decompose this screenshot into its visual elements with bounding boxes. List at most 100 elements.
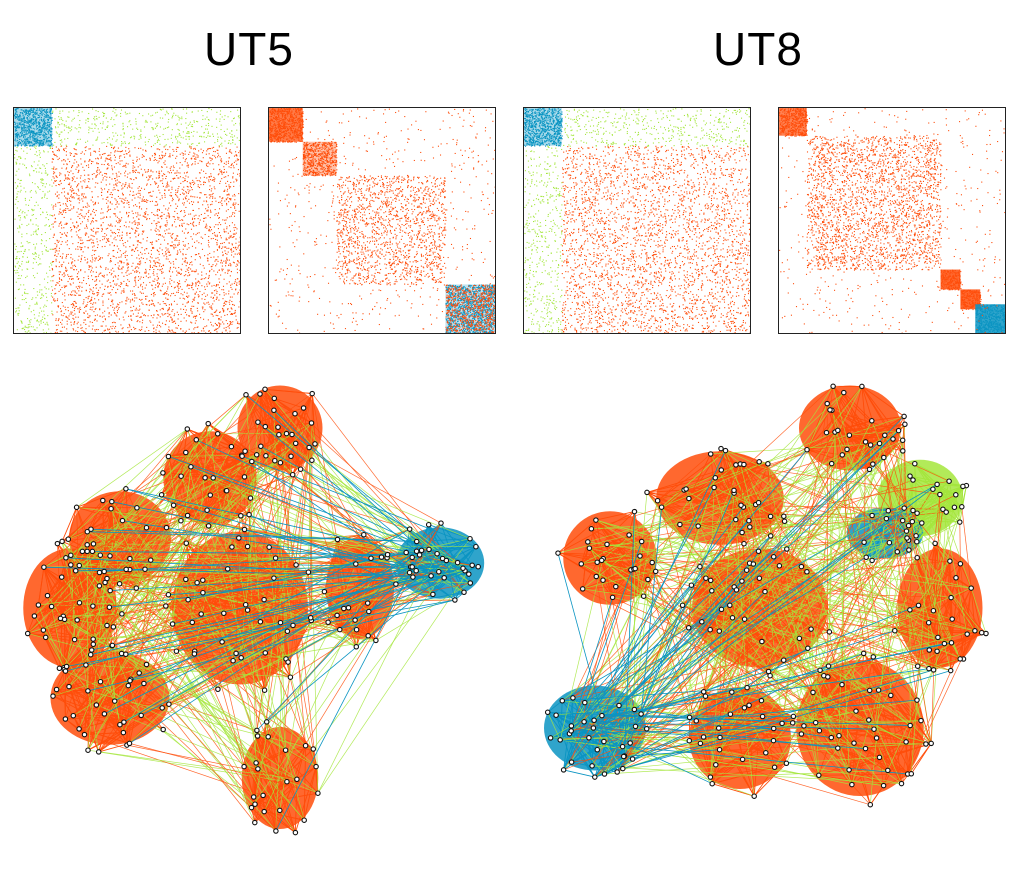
- node-circle-icon: [116, 581, 123, 587]
- node-circle-icon: [707, 451, 714, 457]
- node-circle-icon: [925, 619, 932, 626]
- node-circle-icon: [262, 650, 269, 656]
- node-circle-icon: [741, 616, 748, 622]
- node-circle-icon: [62, 716, 69, 722]
- node-circle-icon: [65, 536, 72, 542]
- node-circle-icon: [570, 695, 576, 701]
- node-circle-icon: [297, 466, 304, 472]
- node-circle-icon: [56, 665, 63, 672]
- node-circle-icon: [631, 508, 638, 515]
- node-circle-icon: [951, 504, 958, 511]
- node-circle-icon: [826, 629, 833, 635]
- node-circle-icon: [928, 740, 934, 747]
- node-circle-icon: [265, 734, 271, 740]
- node-circle-icon: [700, 734, 707, 740]
- node-circle-icon: [452, 597, 458, 603]
- node-circle-icon: [756, 575, 763, 582]
- node-circle-icon: [744, 684, 750, 691]
- node-circle-icon: [594, 559, 600, 566]
- node-circle-icon: [649, 559, 655, 566]
- node-circle-icon: [337, 626, 343, 633]
- node-circle-icon: [629, 756, 636, 762]
- panel-title-ut5: UT5: [99, 22, 399, 76]
- node-circle-icon: [292, 440, 299, 447]
- node-circle-icon: [697, 563, 703, 570]
- node-circle-icon: [198, 611, 204, 617]
- node-circle-icon: [876, 440, 883, 447]
- node-circle-icon: [716, 628, 723, 634]
- node-circle-icon: [126, 740, 133, 747]
- node-circle-icon: [31, 613, 38, 619]
- node-circle-icon: [658, 504, 665, 510]
- node-circle-icon: [568, 723, 575, 729]
- node-circle-icon: [830, 383, 836, 390]
- node-circle-icon: [361, 531, 367, 538]
- node-circle-icon: [249, 458, 255, 465]
- node-circle-icon: [755, 499, 762, 506]
- node-circle-icon: [85, 747, 91, 753]
- node-circle-icon: [804, 569, 810, 575]
- node-circle-icon: [239, 453, 245, 459]
- node-circle-icon: [183, 576, 189, 583]
- node-circle-icon: [762, 588, 768, 595]
- node-circle-icon: [581, 719, 587, 725]
- node-circle-icon: [846, 767, 852, 773]
- node-circle-icon: [824, 400, 830, 407]
- node-circle-icon: [173, 648, 180, 654]
- node-circle-icon: [729, 689, 735, 695]
- node-circle-icon: [441, 575, 447, 581]
- node-circle-icon: [808, 626, 814, 632]
- node-circle-icon: [722, 447, 729, 454]
- adjacency-matrix-icon: [14, 108, 240, 333]
- node-circle-icon: [40, 627, 47, 633]
- node-circle-icon: [277, 807, 283, 814]
- node-circle-icon: [867, 801, 874, 808]
- node-circle-icon: [885, 767, 891, 774]
- node-circle-icon: [900, 448, 906, 454]
- node-circle-icon: [79, 548, 86, 555]
- node-circle-icon: [600, 577, 606, 583]
- node-circle-icon: [467, 535, 473, 542]
- node-circle-icon: [300, 405, 307, 411]
- node-circle-icon: [255, 419, 261, 425]
- node-circle-icon: [547, 735, 554, 741]
- node-circle-icon: [68, 552, 74, 559]
- node-circle-icon: [266, 544, 272, 550]
- node-circle-icon: [733, 516, 739, 523]
- node-circle-icon: [686, 495, 692, 502]
- node-circle-icon: [613, 583, 619, 590]
- node-circle-icon: [165, 453, 172, 460]
- node-circle-icon: [781, 513, 787, 520]
- panel-title-ut8: UT8: [608, 22, 908, 76]
- node-circle-icon: [273, 828, 279, 834]
- node-circle-icon: [935, 634, 941, 641]
- node-circle-icon: [717, 734, 723, 741]
- node-circle-icon: [601, 771, 608, 777]
- node-circle-icon: [118, 650, 125, 657]
- node-circle-icon: [905, 522, 912, 529]
- node-circle-icon: [907, 722, 913, 729]
- node-circle-icon: [215, 686, 221, 693]
- node-circle-icon: [62, 668, 69, 674]
- node-circle-icon: [409, 564, 415, 570]
- node-circle-icon: [703, 575, 709, 581]
- node-circle-icon: [178, 517, 184, 524]
- node-circle-icon: [96, 583, 103, 589]
- node-circle-icon: [261, 808, 267, 815]
- node-circle-icon: [205, 420, 211, 427]
- node-circle-icon: [436, 568, 442, 575]
- node-circle-icon: [368, 555, 374, 562]
- node-circle-icon: [593, 573, 600, 580]
- node-circle-icon: [110, 624, 117, 630]
- node-circle-icon: [626, 532, 632, 538]
- node-circle-icon: [616, 702, 622, 709]
- node-circle-icon: [111, 698, 118, 704]
- node-circle-icon: [90, 541, 97, 547]
- node-circle-icon: [810, 689, 816, 696]
- node-circle-icon: [210, 475, 216, 481]
- node-circle-icon: [871, 726, 877, 732]
- node-circle-icon: [557, 737, 563, 743]
- node-circle-icon: [827, 407, 833, 413]
- node-circle-icon: [632, 565, 638, 572]
- node-circle-icon: [700, 689, 707, 695]
